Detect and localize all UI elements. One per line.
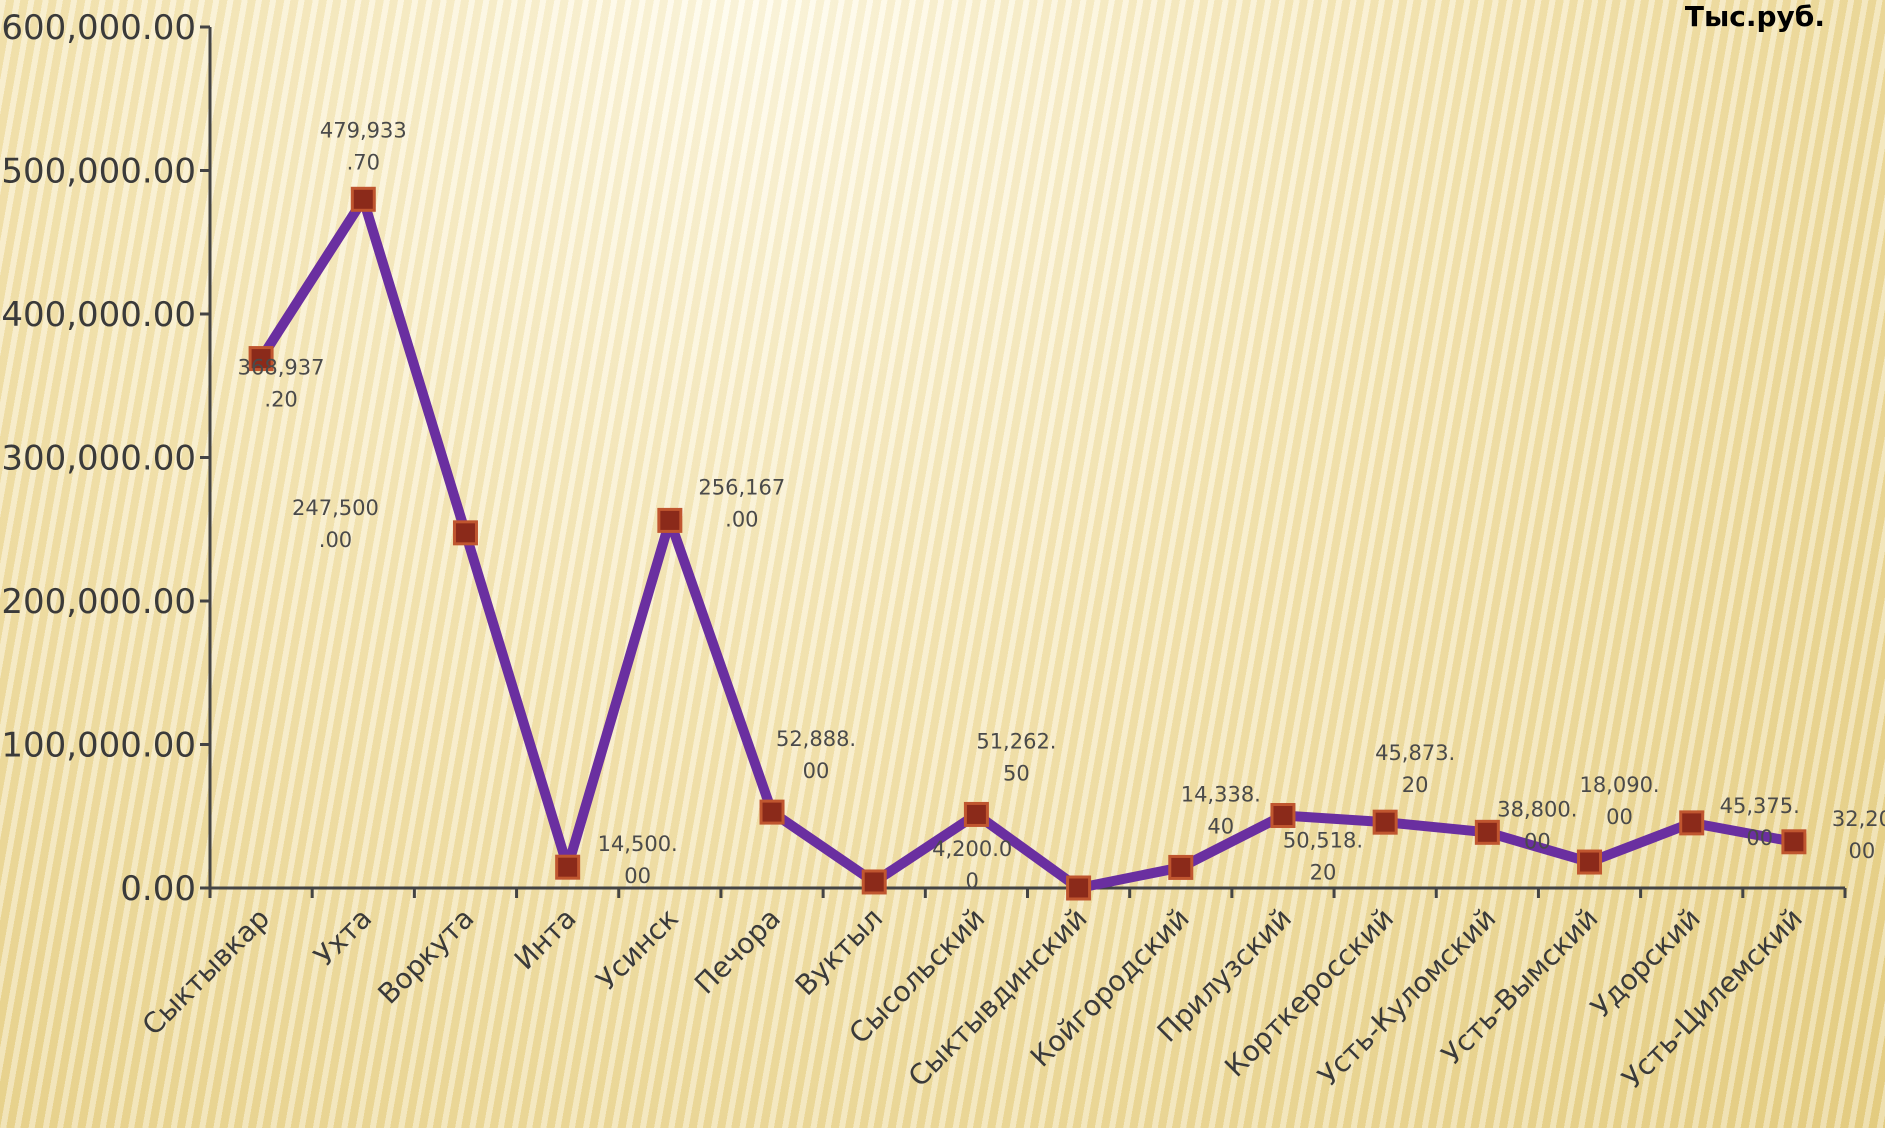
series-polyline	[256, 194, 1795, 893]
x-tick-label: Инта	[508, 902, 583, 977]
data-label: 256,167.00	[698, 475, 785, 531]
y-tick-label: 200,000.00	[1, 582, 196, 622]
series-markers	[248, 186, 1807, 901]
data-label: 4,200.0 0	[932, 837, 1012, 893]
x-tick-label: Усть-Куломский	[1312, 902, 1503, 1093]
x-tick-label: Сыктывдинский	[902, 902, 1094, 1094]
y-tick-label: 500,000.00	[1, 152, 196, 192]
y-tick-label: 300,000.00	[1, 439, 196, 479]
x-tick-label: Ухта	[307, 902, 378, 973]
data-point	[1270, 803, 1296, 829]
data-point	[759, 799, 785, 825]
data-point	[555, 854, 581, 880]
data-point	[248, 346, 274, 372]
data-label: 45,873. 20	[1375, 741, 1455, 797]
y-axis: 0.00 100,000.00 200,000.00 300,000.00 400,00…	[1, 8, 212, 909]
data-point	[657, 507, 683, 533]
data-point	[1679, 810, 1705, 836]
data-label: 50,518. 20	[1283, 829, 1363, 885]
data-point	[1781, 829, 1807, 855]
x-tick-label: Печора	[688, 902, 787, 1001]
data-labels: 368,937.20 479,933.70 247,500.00 14,500. 00 2…	[238, 118, 1885, 893]
series-line	[256, 194, 1795, 893]
data-point	[1168, 854, 1194, 880]
data-point	[452, 520, 478, 546]
data-point	[1372, 809, 1398, 835]
x-tick-label: Корткеросский	[1218, 902, 1400, 1084]
data-point	[963, 801, 989, 827]
data-point	[1577, 849, 1603, 875]
x-tick-label: Вуктыл	[789, 902, 889, 1002]
y-tick-label: 600,000.00	[1, 8, 196, 48]
data-label: 32,2000	[1832, 807, 1885, 863]
data-label: 18,090. 00	[1579, 773, 1659, 829]
data-label: 14,500. 00	[598, 832, 678, 888]
data-label: 45,375. 00	[1720, 794, 1800, 850]
data-point	[861, 869, 887, 895]
x-tick-label: Воркута	[371, 902, 480, 1011]
data-label: 38,800. 00	[1497, 797, 1577, 853]
data-label: 14,338. 40	[1181, 782, 1261, 838]
y-tick-label: 100,000.00	[1, 726, 196, 766]
data-label: 52,888. 00	[776, 727, 856, 783]
data-label: 247,500.00	[292, 496, 379, 552]
x-tick-label: Усинск	[590, 902, 685, 997]
y-tick-label: 400,000.00	[1, 295, 196, 335]
unit-label: Тыс.руб.	[1684, 0, 1825, 33]
data-label: 368,937.20	[238, 356, 325, 412]
data-label: 479,933.70	[320, 118, 407, 174]
data-label: 51,262. 50	[976, 729, 1056, 785]
data-point	[1066, 875, 1092, 901]
y-tick-label: 0.00	[120, 869, 196, 909]
data-point	[1474, 819, 1500, 845]
data-point	[350, 186, 376, 212]
x-tick-label: Усть-Цилемский	[1616, 902, 1809, 1095]
x-tick-label: Сыктывкар	[136, 902, 276, 1042]
